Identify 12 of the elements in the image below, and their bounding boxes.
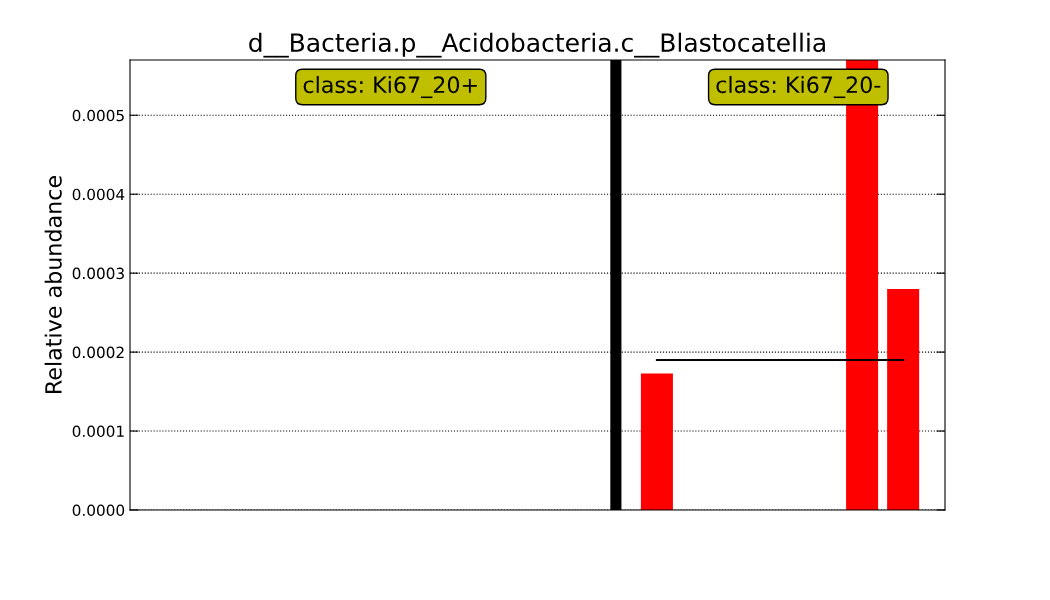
y-axis-title: Relative abundance	[44, 176, 62, 393]
chart-title: d__Bacteria.p__Acidobacteria.c__Blastocatellia	[249, 32, 825, 58]
y-tick-label: 0.0003	[72, 267, 124, 280]
annotation: class: Ki67_20-	[716, 75, 881, 99]
bar	[887, 288, 920, 510]
bar	[640, 373, 673, 510]
y-tick-label: 0.0002	[72, 346, 124, 359]
y-tick-label: 0.0005	[72, 109, 124, 122]
y-tick-label: 0.0004	[72, 188, 125, 201]
y-tick-label: 0.0000	[72, 504, 125, 517]
y-tick-label: 0.0001	[72, 425, 124, 438]
annotation: class: Ki67_20+	[303, 75, 477, 99]
